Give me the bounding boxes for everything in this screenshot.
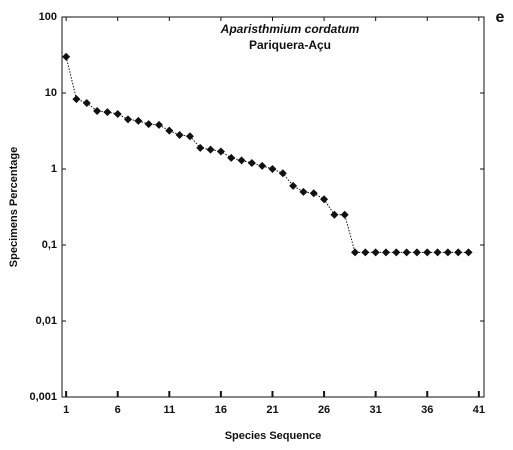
y-tick-label: 0,1	[42, 239, 57, 251]
data-point	[402, 248, 411, 257]
x-axis-label: Species Sequence	[225, 430, 322, 442]
x-tick-label: 26	[318, 404, 330, 416]
plot-frame	[61, 16, 485, 398]
series-line	[65, 56, 469, 253]
data-point	[320, 195, 329, 204]
x-tick-label: 1	[63, 404, 69, 416]
data-point	[278, 169, 287, 178]
data-point	[443, 248, 452, 257]
data-point	[185, 132, 194, 141]
y-tick-label: 0,01	[36, 315, 57, 327]
x-tick-label: 6	[115, 404, 121, 416]
data-point	[103, 108, 112, 117]
x-tick-label: 11	[163, 404, 175, 416]
panel-label: e	[496, 9, 505, 26]
data-point	[464, 248, 473, 257]
data-point	[392, 248, 401, 257]
y-tick-label: 10	[45, 87, 57, 99]
data-point	[206, 145, 215, 154]
y-axis-label: Specimens Percentage	[8, 147, 20, 267]
data-point	[82, 98, 91, 107]
data-point	[433, 248, 442, 257]
data-point	[154, 120, 163, 129]
x-tick-label: 36	[421, 404, 433, 416]
chart-subtitle: Pariquera-Açu	[249, 38, 331, 52]
data-point	[216, 147, 225, 156]
data-point	[330, 210, 339, 219]
data-point	[237, 156, 246, 165]
data-point	[196, 143, 205, 152]
x-tick-label: 41	[473, 404, 485, 416]
data-point	[289, 181, 298, 190]
data-point	[247, 158, 256, 167]
data-point	[113, 109, 122, 118]
data-point	[340, 210, 349, 219]
data-point	[93, 106, 102, 115]
data-point	[268, 165, 277, 173]
data-point	[454, 248, 463, 257]
data-point	[309, 189, 318, 198]
data-point	[371, 248, 380, 257]
data-point	[258, 161, 267, 170]
data-point	[423, 248, 432, 257]
y-tick-label: 0,001	[29, 391, 57, 403]
y-tick-label: 100	[39, 11, 57, 23]
data-point	[134, 116, 143, 125]
data-point	[72, 95, 81, 104]
data-point	[361, 248, 370, 257]
x-tick-label: 31	[370, 404, 382, 416]
data-point	[165, 126, 174, 135]
chart-title: Aparisthmium cordatum	[220, 22, 360, 36]
data-point	[62, 52, 71, 61]
data-point	[351, 248, 360, 257]
data-point	[412, 248, 421, 257]
x-tick-label: 16	[215, 404, 227, 416]
data-point	[175, 131, 184, 140]
data-point	[144, 120, 153, 129]
data-point	[381, 248, 390, 257]
y-tick-label: 1	[51, 163, 57, 175]
x-tick-label: 21	[266, 404, 278, 416]
data-point	[124, 115, 133, 124]
data-point	[227, 153, 236, 162]
data-point	[299, 187, 308, 196]
